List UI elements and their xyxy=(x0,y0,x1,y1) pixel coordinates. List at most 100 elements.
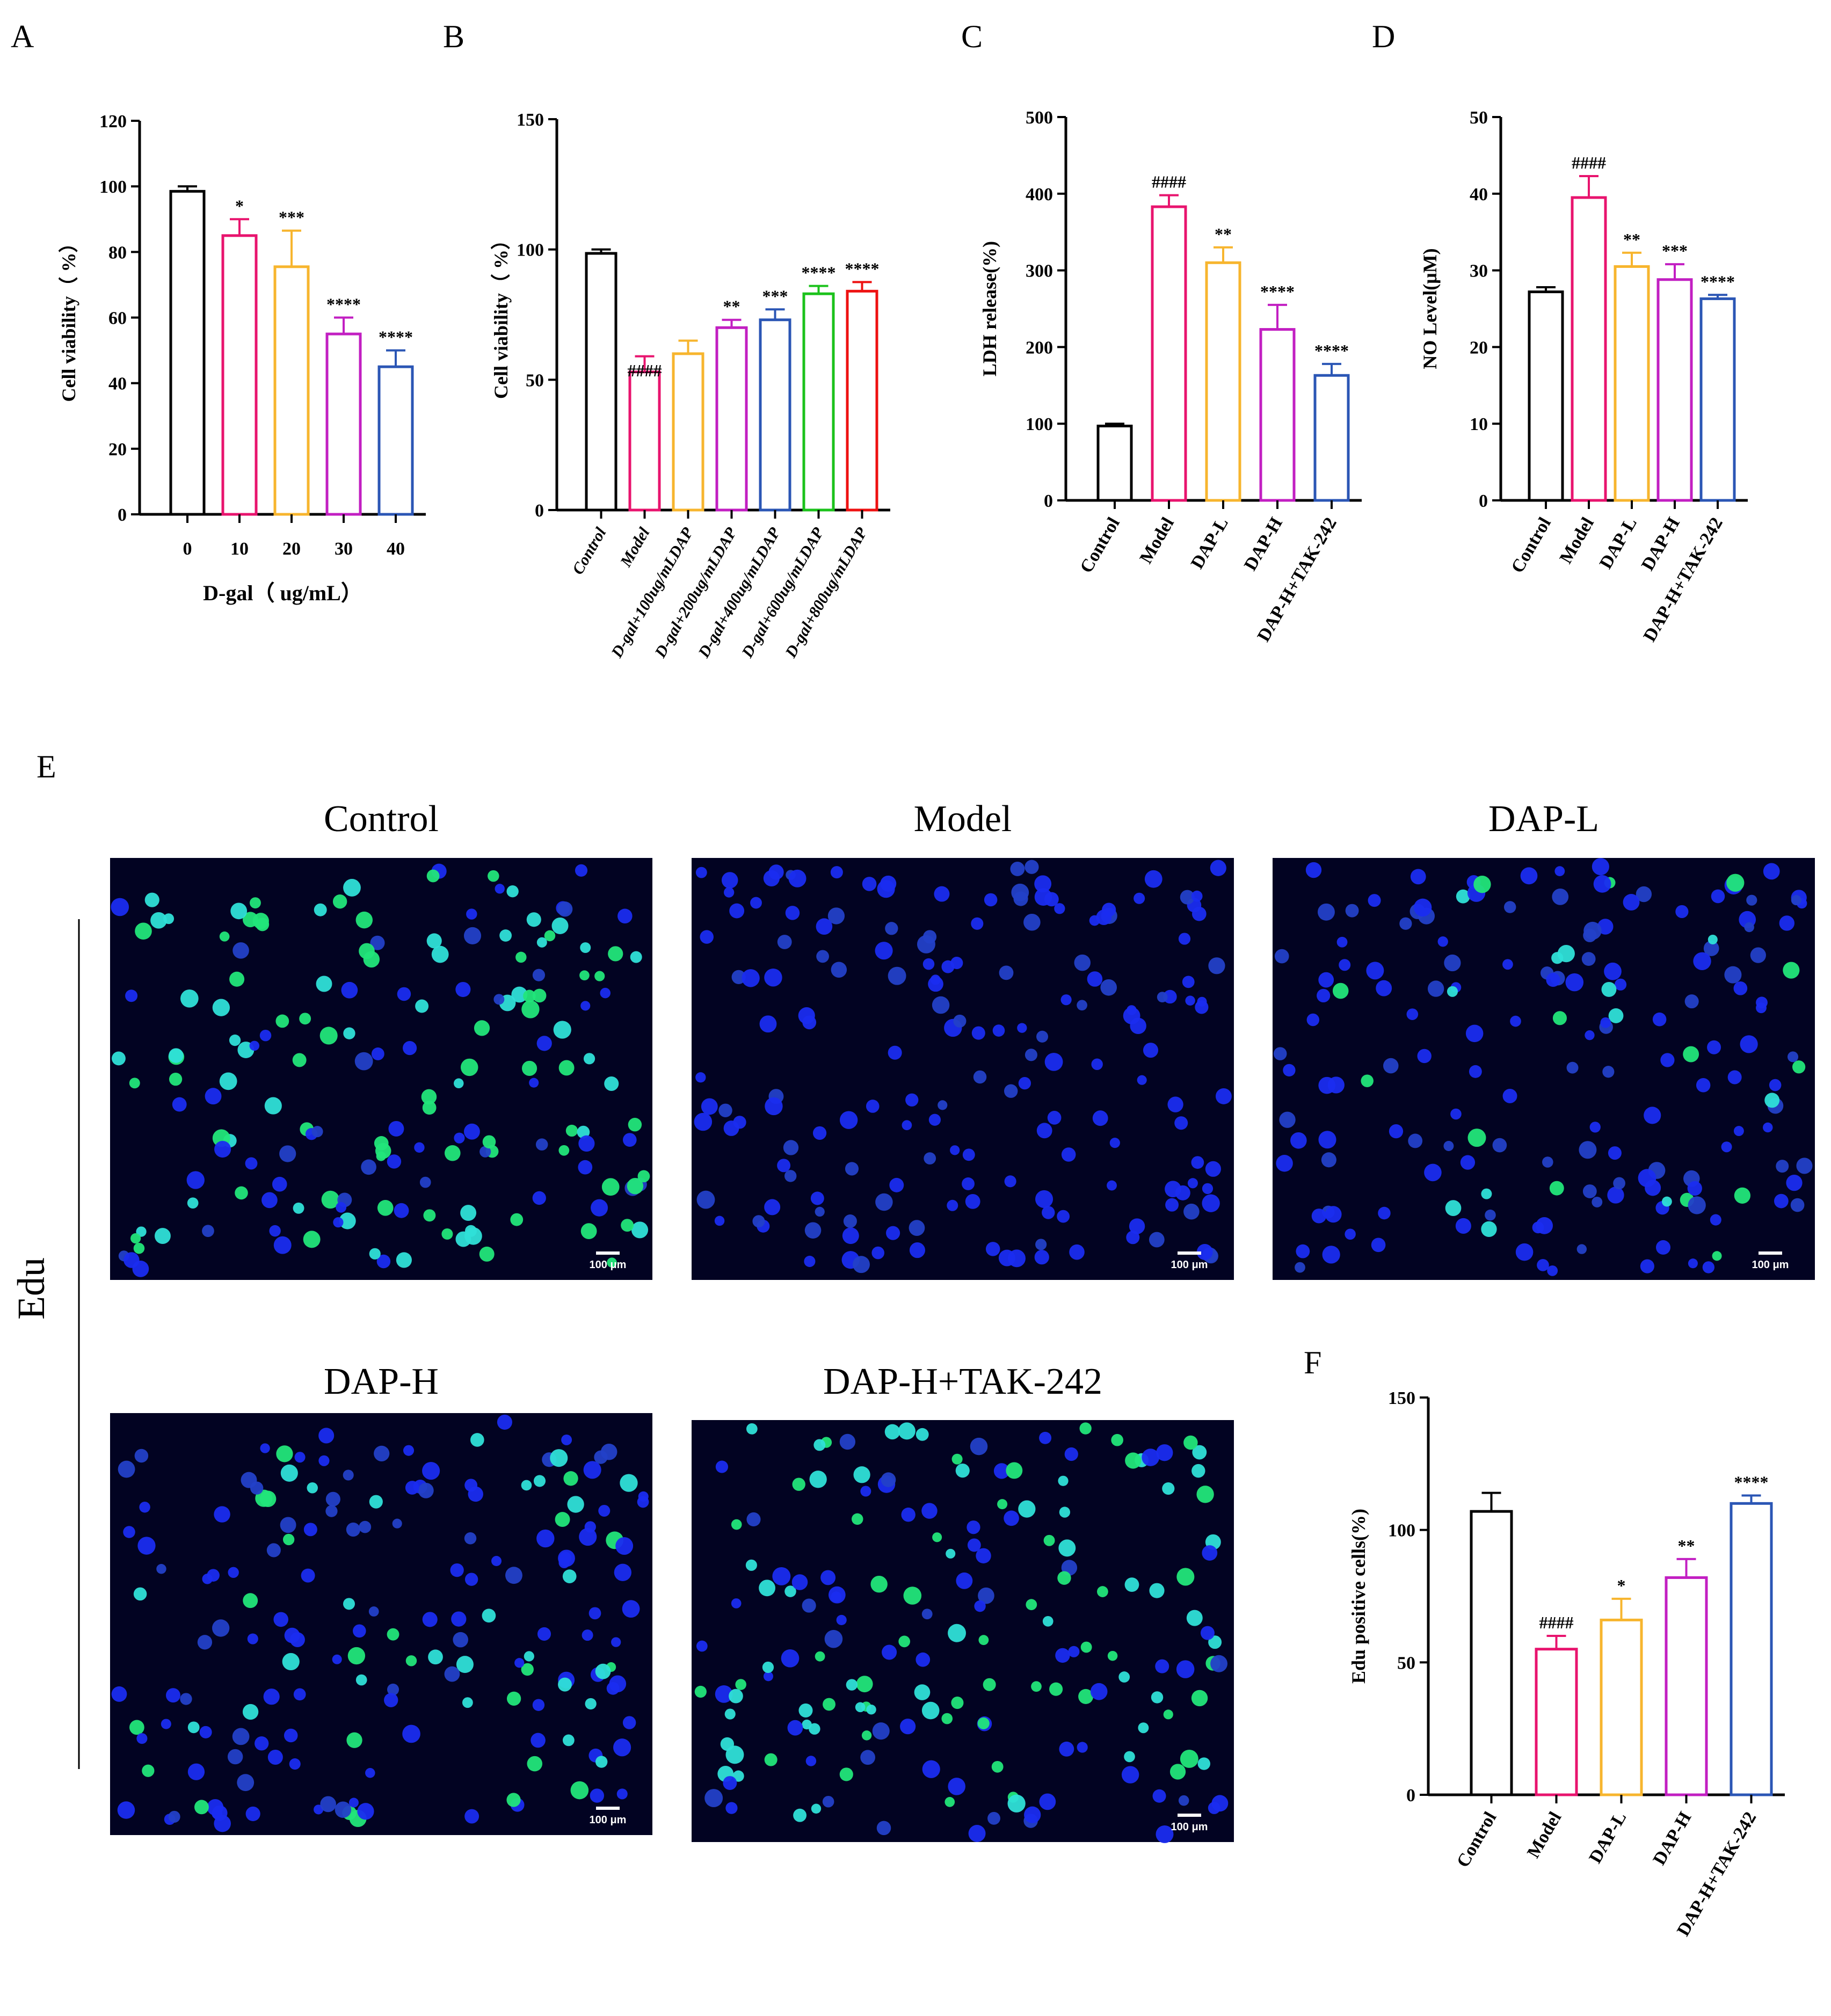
nucleus-cell xyxy=(284,1627,300,1643)
nucleus-cell xyxy=(888,1045,902,1060)
edu-positive-cell xyxy=(321,1190,340,1209)
nucleus-cell xyxy=(228,1567,239,1578)
nucleus-cell xyxy=(1215,1088,1232,1104)
edu-positive-cell xyxy=(521,1000,540,1018)
nucleus-cell xyxy=(361,1159,376,1175)
nucleus-cell xyxy=(1321,1152,1336,1168)
nucleus-cell xyxy=(985,1242,1000,1256)
edu-positive-cell xyxy=(282,1533,295,1546)
nucleus-cell xyxy=(888,966,906,985)
nucleus-cell xyxy=(197,1635,213,1650)
image-title: DAP-H xyxy=(324,1361,439,1402)
edu-positive-cell xyxy=(565,1124,578,1137)
edu-positive-cell xyxy=(793,1808,807,1822)
edu-positive-cell xyxy=(506,1691,521,1706)
nucleus-cell xyxy=(1636,886,1652,903)
nucleus-cell xyxy=(1317,988,1331,1003)
nucleus-cell xyxy=(444,1666,460,1682)
panel-letter-f: F xyxy=(1304,1345,1321,1380)
edu-positive-cell xyxy=(948,1624,967,1642)
nucleus-cell xyxy=(917,935,935,954)
edu-positive-cell xyxy=(946,1548,956,1559)
nucleus-cell xyxy=(1688,1196,1706,1214)
nucleus-cell xyxy=(1090,1683,1108,1700)
nucleus-cell xyxy=(1703,941,1719,956)
nucleus-cell xyxy=(1034,888,1052,906)
significance-label: #### xyxy=(628,361,662,380)
nucleus-cell xyxy=(824,1629,843,1648)
nucleus-cell xyxy=(970,1437,988,1455)
nucleus-cell xyxy=(1465,1024,1484,1043)
edu-positive-cell xyxy=(154,1228,171,1244)
edu-positive-cell xyxy=(1783,962,1800,979)
bar xyxy=(846,289,878,512)
nucleus-cell xyxy=(529,1078,539,1088)
nucleus-cell xyxy=(1790,1198,1805,1212)
edu-positive-cell xyxy=(527,1756,543,1772)
bar xyxy=(1665,1576,1708,1796)
edu-positive-cell xyxy=(595,1756,608,1768)
edu-positive-cell xyxy=(951,1697,964,1709)
nucleus-cell xyxy=(1437,936,1448,947)
nucleus-cell xyxy=(1055,1648,1070,1663)
nucleus-cell xyxy=(1788,1051,1799,1062)
nucleus-cell xyxy=(1675,905,1689,919)
nucleus-cell xyxy=(1455,1218,1471,1234)
significance-label: **** xyxy=(1260,282,1295,301)
edu-positive-cell xyxy=(608,946,623,962)
edu-positive-cell xyxy=(809,1723,820,1735)
significance-label: **** xyxy=(1734,1473,1769,1492)
bar xyxy=(715,326,748,512)
nucleus-cell xyxy=(1542,1156,1553,1168)
edu-positive-cell xyxy=(219,931,230,942)
edu-positive-cell xyxy=(551,917,569,934)
nucleus-cell xyxy=(161,1719,171,1729)
edu-positive-cell xyxy=(405,1655,417,1666)
nucleus-cell xyxy=(777,1159,791,1173)
nucleus-cell xyxy=(250,1481,264,1495)
nucleus-cell xyxy=(1796,1158,1813,1174)
edu-positive-cell xyxy=(150,912,167,929)
edu-positive-cell xyxy=(1708,934,1718,945)
nucleus-cell xyxy=(392,1518,402,1529)
nucleus-cell xyxy=(992,1024,1005,1037)
nucleus-cell xyxy=(1724,966,1742,984)
image-title: Model xyxy=(914,798,1012,840)
nucleus-cell xyxy=(733,1116,746,1129)
nucleus-cell xyxy=(1068,1646,1080,1657)
nucleus-cell xyxy=(273,1612,289,1627)
nucleus-cell xyxy=(872,1722,890,1740)
x-tick-label: Control xyxy=(1453,1809,1500,1871)
nucleus-cell xyxy=(999,965,1014,980)
edu-positive-cell xyxy=(978,1635,989,1646)
nucleus-cell xyxy=(729,903,745,919)
nucleus-cell xyxy=(715,1685,733,1703)
edu-positive-cell xyxy=(187,1197,199,1209)
nucleus-cell xyxy=(901,1508,916,1522)
nucleus-cell xyxy=(1336,936,1348,948)
nucleus-cell xyxy=(414,1142,425,1153)
edu-positive-cell xyxy=(1764,1093,1780,1108)
edu-positive-cell xyxy=(1481,1188,1492,1199)
nucleus-cell xyxy=(588,1607,601,1620)
edu-positive-cell xyxy=(303,1231,321,1248)
edu-positive-cell xyxy=(264,1097,282,1115)
nucleus-cell xyxy=(532,969,546,981)
x-tick-label: Model xyxy=(616,524,653,570)
edu-positive-cell xyxy=(293,1202,304,1214)
nucleus-cell xyxy=(941,960,955,973)
edu-positive-cell xyxy=(1208,1635,1222,1649)
nucleus-cell xyxy=(1134,892,1145,904)
panel-letter-d: D xyxy=(1372,19,1395,54)
y-tick-label: 50 xyxy=(1470,108,1488,128)
nucleus-cell xyxy=(247,1633,258,1644)
nucleus-cell xyxy=(370,935,385,950)
edu-image-grid: Control 100 μm Model 100 μm DAP-L 100 μm DAP-H… xyxy=(110,798,1815,1843)
nucleus-cell xyxy=(777,935,792,949)
nucleus-cell xyxy=(325,1491,340,1506)
nucleus-cell xyxy=(1345,1228,1356,1240)
edu-positive-cell xyxy=(732,1770,744,1782)
significance-label: **** xyxy=(1314,341,1349,360)
edu-positive-cell xyxy=(456,1656,474,1673)
